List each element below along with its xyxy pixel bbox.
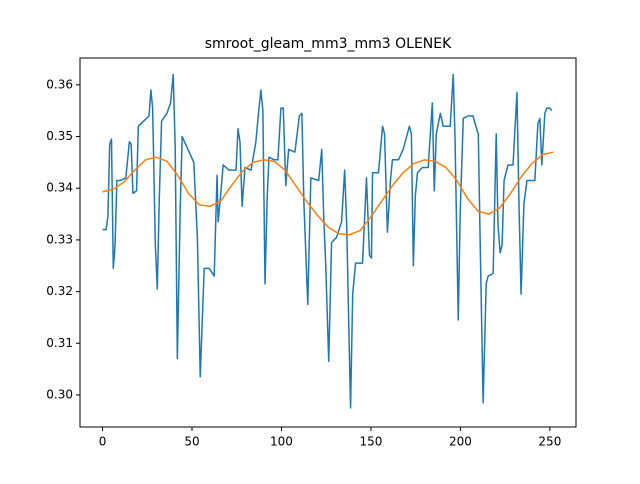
series-line <box>102 73 553 409</box>
x-tick-label: 50 <box>184 435 199 449</box>
x-tick-label: 0 <box>99 435 107 449</box>
x-tick-label: 200 <box>449 435 472 449</box>
series-line <box>102 151 554 236</box>
y-tick-label: 0.31 <box>46 336 73 350</box>
axes-frame <box>79 57 577 428</box>
y-tick-label: 0.32 <box>46 284 73 298</box>
y-tick-label: 0.34 <box>46 181 73 195</box>
x-tick-label: 100 <box>270 435 293 449</box>
y-tick-label: 0.30 <box>46 387 73 401</box>
x-tick-label: 150 <box>359 435 382 449</box>
x-tick-label: 250 <box>538 435 561 449</box>
y-tick-label: 0.36 <box>46 77 73 91</box>
y-tick-label: 0.33 <box>46 232 73 246</box>
y-tick-label: 0.35 <box>46 129 73 143</box>
chart-title: smroot_gleam_mm3_mm3 OLENEK <box>205 36 452 52</box>
